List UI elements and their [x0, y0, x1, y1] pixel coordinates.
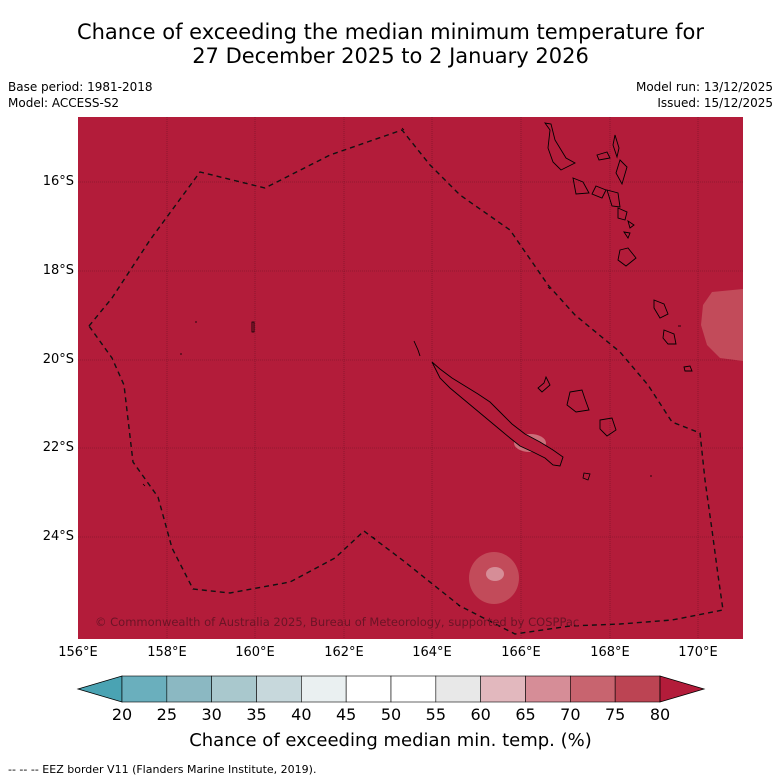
lat-label-24s: 24°S — [42, 529, 74, 544]
colorbar-tick-label: 20 — [111, 705, 133, 724]
colorbar-tick-label: 70 — [560, 705, 581, 724]
chart-title-line1: Chance of exceeding the median minimum t… — [76, 20, 705, 44]
lon-label-166: 166°E — [501, 645, 541, 660]
eez-border — [88, 129, 724, 635]
colorbar-segment — [614, 675, 661, 703]
eez-footnote: -- -- -- EEZ border V11 (Flanders Marine… — [8, 763, 317, 776]
colorbar-tick-label: 45 — [335, 705, 357, 724]
colorbar-segment — [211, 675, 257, 703]
colorbar-segment — [435, 675, 481, 703]
issued-date: Issued: 15/12/2025 — [657, 96, 773, 110]
colorbar-tick-label: 40 — [291, 705, 312, 724]
lon-label-162: 162°E — [324, 645, 364, 660]
colorbar-segment — [570, 675, 616, 703]
colorbar-segment — [166, 675, 212, 703]
colorbar-segment — [480, 675, 526, 703]
colorbar-tick-label: 65 — [515, 705, 536, 724]
map-copyright: © Commonwealth of Australia 2025, Bureau… — [95, 615, 579, 629]
model-name: Model: ACCESS-S2 — [8, 96, 120, 110]
colorbar-tick-label: 25 — [156, 705, 177, 724]
model-run: Model run: 13/12/2025 — [635, 80, 773, 94]
colorbar-tick-label: 30 — [201, 705, 222, 724]
colorbar-tick-label: 50 — [380, 705, 402, 724]
lon-label-168: 168°E — [590, 645, 630, 660]
gridlines — [78, 117, 743, 639]
colorbar-tick-label: 80 — [649, 705, 671, 724]
lon-label-156: 156°E — [58, 645, 98, 660]
colorbar-tick-label: 60 — [470, 705, 491, 724]
lon-label-160: 160°E — [235, 645, 275, 660]
small-islets — [142, 127, 681, 607]
lon-label-170: 170°E — [678, 645, 718, 660]
lon-label-164: 164°E — [412, 645, 452, 660]
colorbar-label: Chance of exceeding median min. temp. (%… — [189, 730, 592, 751]
lat-label-22s: 22°S — [42, 440, 74, 455]
colorbar-over-triangle — [659, 675, 706, 703]
colorbar-segment — [525, 675, 571, 703]
colorbar-tick-label: 35 — [246, 705, 267, 724]
base-period: Base period: 1981-2018 — [8, 80, 153, 94]
lat-label-18s: 18°S — [42, 263, 74, 278]
colorbar-under-triangle — [76, 675, 123, 703]
lat-label-16s: 16°S — [42, 174, 74, 189]
colorbar-segment — [256, 675, 302, 703]
belep-islands — [413, 340, 421, 357]
new-caledonia-island — [431, 361, 564, 467]
mare-island — [599, 417, 617, 437]
colorbar-segment — [301, 675, 347, 703]
colorbar-tick-label: 55 — [425, 705, 446, 724]
probability-patch-south-inner — [486, 567, 504, 581]
isle-of-pines — [582, 472, 591, 481]
lifou-island — [566, 389, 590, 413]
lon-label-158: 158°E — [147, 645, 187, 660]
colorbar-segment — [121, 675, 168, 703]
lat-label-20s: 20°S — [42, 352, 74, 367]
chart-title-line2: 27 December 2025 to 2 January 2026 — [192, 44, 589, 68]
map-background — [78, 117, 743, 639]
probability-patch-east — [701, 289, 743, 361]
vanuatu-islands — [544, 122, 693, 372]
colorbar-segment — [390, 675, 437, 703]
colorbar-segment — [345, 675, 392, 703]
ouvea-island — [537, 375, 551, 393]
colorbar-tick-label: 75 — [604, 705, 626, 724]
colorbar — [76, 675, 706, 703]
